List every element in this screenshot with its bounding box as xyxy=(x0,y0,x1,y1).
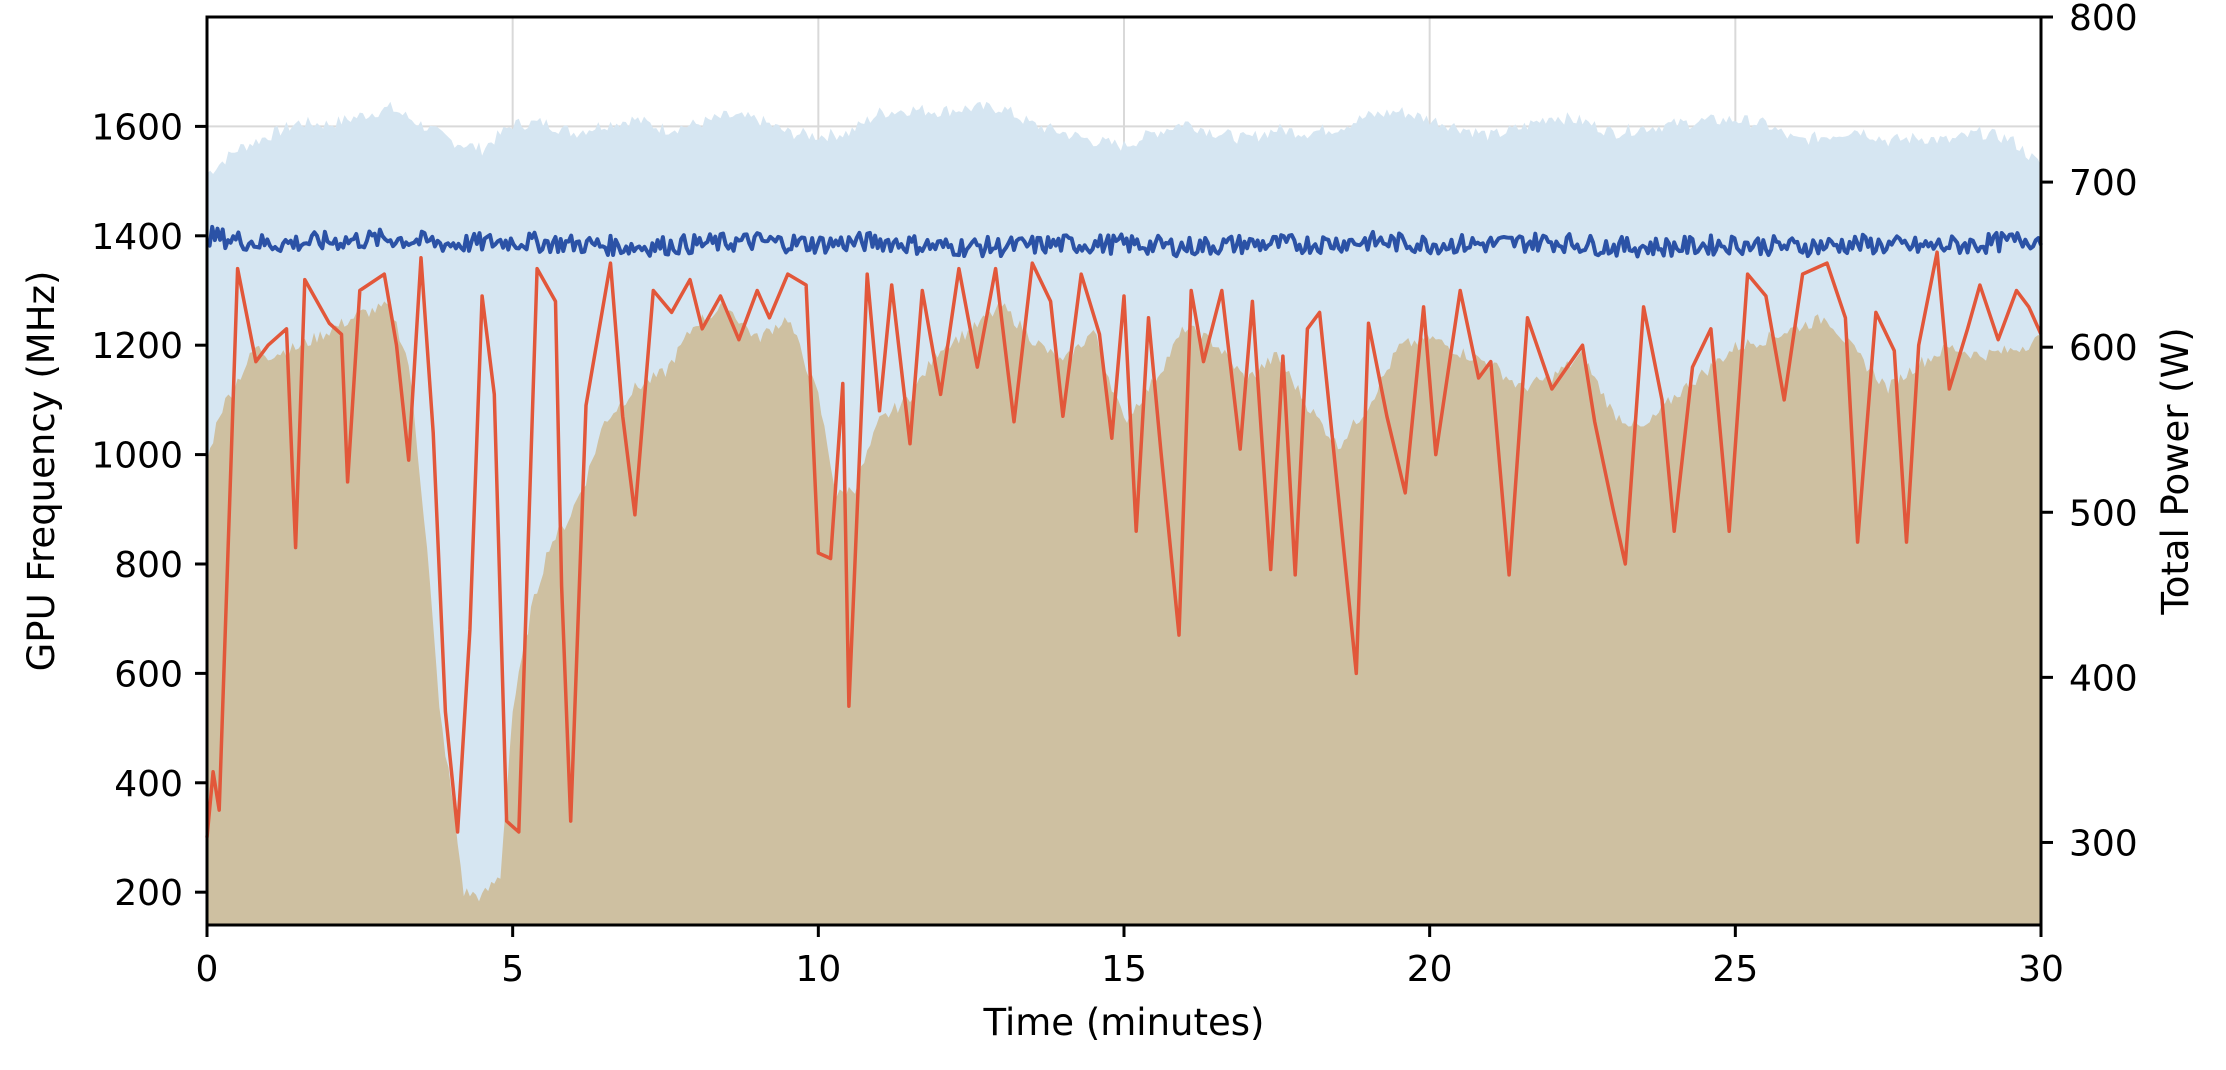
y-tick-label: 1400 xyxy=(91,217,183,258)
y2-tick-label: 500 xyxy=(2069,493,2138,534)
x-tick-label: 25 xyxy=(1712,949,1758,990)
x-tick-label: 15 xyxy=(1101,949,1147,990)
y2-tick-label: 700 xyxy=(2069,163,2138,204)
x-tick-label: 0 xyxy=(196,949,219,990)
y-tick-label: 200 xyxy=(114,873,183,914)
y2-axis-title: Total Power (W) xyxy=(2154,327,2197,615)
y-tick-label: 1200 xyxy=(91,326,183,367)
frequency-line xyxy=(205,224,2043,259)
y2-tick-label: 600 xyxy=(2069,328,2138,369)
y-tick-label: 1000 xyxy=(91,436,183,477)
y-axis-right: 300 400 500 600 700 800 xyxy=(2041,0,2138,864)
x-tick-label: 30 xyxy=(2018,949,2064,990)
y2-tick-label: 300 xyxy=(2069,823,2138,864)
x-tick-label: 10 xyxy=(795,949,841,990)
y-tick-label: 400 xyxy=(114,764,183,805)
power-area xyxy=(207,300,2041,925)
frequency-actual-line xyxy=(205,250,2043,838)
x-axis: 0 5 10 15 20 25 30 xyxy=(196,925,2064,990)
y-axis-left: 200 400 600 800 1000 1200 1400 1600 xyxy=(91,107,207,914)
x-tick-label: 20 xyxy=(1407,949,1453,990)
y-tick-label: 600 xyxy=(114,654,183,695)
y2-tick-label: 400 xyxy=(2069,658,2138,699)
y2-tick-label: 800 xyxy=(2069,0,2138,39)
y-tick-label: 1600 xyxy=(91,107,183,148)
x-axis-title: Time (minutes) xyxy=(983,1001,1265,1044)
y-axis-title: GPU Frequency (MHz) xyxy=(20,271,63,672)
y-tick-label: 800 xyxy=(114,545,183,586)
plot-area xyxy=(205,101,2043,926)
x-tick-label: 5 xyxy=(501,949,524,990)
